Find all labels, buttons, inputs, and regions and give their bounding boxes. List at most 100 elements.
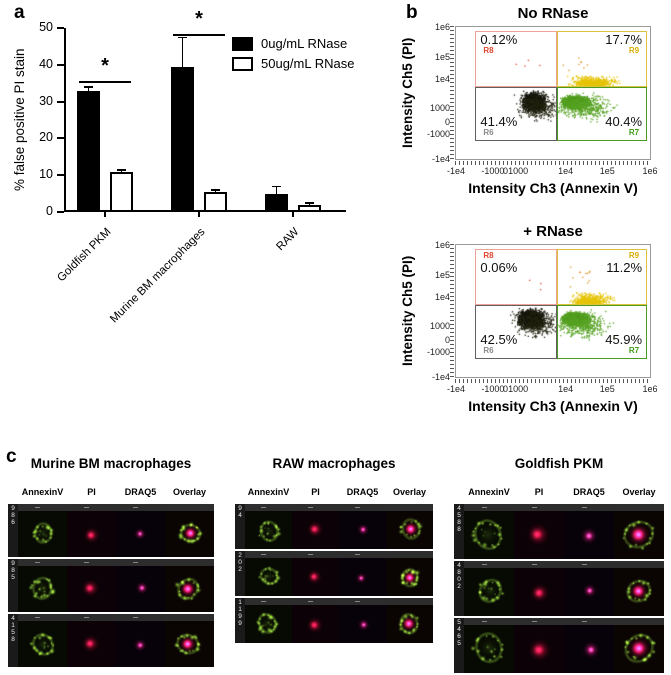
y-tick-label: 1e4: [434, 292, 450, 303]
legend-swatch-50ug: [232, 56, 253, 71]
group-title: Goldfish PKM: [514, 456, 604, 471]
cell-row: 4 5 8 8: [454, 504, 664, 559]
region-label-R8: 0.12% R8: [480, 33, 517, 56]
region-id-R7: R7: [628, 128, 640, 138]
legend-item: 50ug/mL RNase: [232, 56, 354, 71]
legend-swatch-0ug: [232, 36, 253, 51]
cell-image-overlay: [165, 566, 214, 612]
cell-row: 4 1 5 8: [8, 614, 214, 667]
channel-header: DRAQ5: [573, 487, 605, 497]
group-title: Murine BM macrophages: [30, 456, 192, 471]
cell-image-pi: [67, 511, 116, 557]
cell-image-overlay: [386, 558, 433, 596]
channel-header: AnnexinV: [21, 487, 64, 497]
flow-plot-frame: 0.12% R8 17.7% R9 41.4% R6 40.4% R7: [455, 26, 651, 160]
cell-row-id: 9 4: [235, 504, 245, 549]
region-box-R9: [556, 248, 648, 306]
x-tick-label: -1e4: [446, 384, 466, 394]
legend-label: 50ug/mL RNase: [261, 56, 355, 71]
legend-label: 0ug/mL RNase: [261, 36, 348, 51]
y-tick-label: 1e6: [434, 240, 450, 250]
y-tick: [57, 27, 64, 29]
cell-row-images: [245, 504, 433, 549]
cell-row-topbar: [464, 618, 664, 625]
cell-image-draq5: [116, 511, 165, 557]
flow-plot: 0.12% R8 17.7% R9 41.4% R6 40.4% R7 -1e4 -1000 0 10…: [427, 22, 658, 176]
cell-row-id: 4 5 8 8: [454, 504, 464, 559]
cell-image-overlay: [386, 605, 433, 643]
cell-row-id: 9 8 6: [8, 504, 18, 557]
cell-row-images: [245, 598, 433, 643]
cell-row-id: 4 8 0 2: [454, 561, 464, 616]
region-percentage-R6: 41.4%: [480, 114, 518, 130]
bar-chart-panel: % false positive PI stain 0 10 20 30 40 50 Gol…: [0, 0, 400, 326]
cell-image-overlay: [386, 511, 433, 549]
cell-image-draq5: [116, 621, 165, 667]
cell-image-pi: [67, 566, 116, 612]
region-label-R9: R9 11.2%: [606, 251, 642, 274]
y-tick-label: 1e6: [434, 22, 450, 32]
region-box-R7: [556, 87, 648, 142]
channel-headers: AnnexinV PI DRAQ5 Overlay: [18, 487, 214, 497]
region-label-R6: 41.4% R6: [480, 115, 517, 138]
cell-images: [18, 621, 214, 667]
flow-plot-no-rnase: No RNase Intensity Ch5 (PI) 0.12% R8 17.7%…: [400, 0, 671, 218]
error-bar: [87, 86, 90, 91]
significance-star: *: [195, 7, 203, 30]
cell-image-overlay: [165, 511, 214, 557]
cell-images: [464, 568, 664, 616]
cell-row-topbar: [245, 551, 433, 558]
bar-0ug: [171, 66, 194, 212]
cell-image-group: Murine BM macrophages AnnexinV PI DRAQ5 Over…: [8, 456, 214, 675]
cell-image-draq5: [339, 511, 386, 549]
bar-0ug: [77, 90, 100, 212]
cell-image-pi: [514, 568, 564, 616]
error-bar-cap: [272, 185, 281, 188]
cell-image-draq5: [564, 568, 614, 616]
error-bar-cap: [84, 86, 93, 88]
cell-row: 2 0 2: [235, 551, 433, 596]
y-tick-label: 0: [444, 335, 450, 346]
region-id-R8: R8: [483, 250, 494, 260]
channel-header: PI: [87, 487, 96, 497]
region-box-R6: [475, 305, 557, 360]
cell-image-annexin: [18, 621, 67, 667]
region-box-R6: [475, 87, 557, 142]
error-bar-cap: [117, 169, 126, 171]
cell-row-id: 2 0 2: [235, 551, 245, 596]
bar-0ug: [265, 194, 288, 212]
y-tick: [57, 174, 64, 177]
y-tick: [57, 137, 64, 140]
cell-row-images: [18, 614, 214, 667]
cell-image-draq5: [339, 558, 386, 596]
flow-plot-title: + RNase: [523, 223, 583, 240]
region-box-R8: [475, 30, 557, 88]
region-box-R7: [556, 305, 648, 360]
cell-image-pi: [514, 511, 564, 559]
x-tick-label: -1000: [481, 384, 505, 394]
significance-star: *: [101, 55, 109, 78]
bar-50ug: [204, 191, 227, 212]
region-label-R6: 42.5% R6: [480, 333, 517, 356]
region-label-R8: R8 0.06%: [480, 251, 517, 274]
bar-chart-y-axis-label: % false positive PI stain: [12, 48, 27, 192]
cell-image-draq5: [116, 566, 165, 612]
cell-images: [18, 511, 214, 557]
flow-plot-frame: R8 0.06% R9 11.2% 42.5% R6 45.9% R7: [455, 244, 651, 378]
y-tick-label: 1e5: [434, 269, 450, 280]
x-tick-label: 1e4: [558, 166, 574, 176]
y-tick-label: 1e4: [434, 74, 450, 85]
x-tick-label: 1e6: [642, 166, 658, 176]
region-label-R9: 17.7% R9: [605, 33, 642, 56]
x-tick: [198, 210, 200, 217]
bar-50ug: [298, 204, 321, 212]
region-percentage-R7: 40.4%: [605, 114, 643, 130]
channel-header: AnnexinV: [468, 487, 510, 497]
scatter-dots-canvas: [456, 245, 650, 377]
region-percentage-R9: 17.7%: [605, 31, 643, 47]
cell-image-overlay: [614, 625, 664, 673]
cell-row: 9 4: [235, 504, 433, 549]
cell-image-pi: [292, 511, 339, 549]
category-label: Murine BM macrophages: [108, 226, 208, 326]
